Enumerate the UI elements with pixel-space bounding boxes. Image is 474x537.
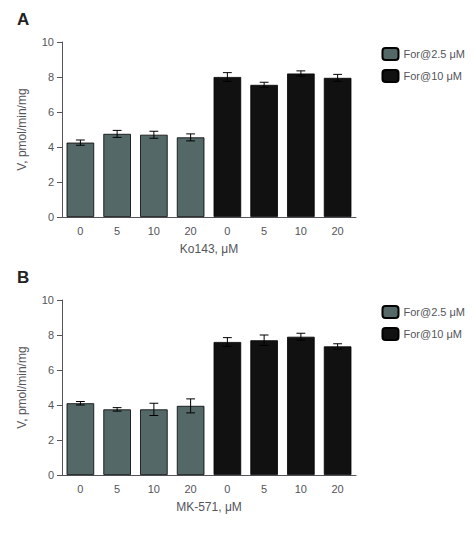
svg-text:Ko143, μM: Ko143, μM: [180, 242, 238, 256]
svg-text:20: 20: [185, 225, 197, 237]
svg-text:0: 0: [77, 483, 83, 495]
svg-text:V, pmol/min/mg: V, pmol/min/mg: [15, 88, 29, 170]
svg-text:6: 6: [48, 364, 54, 376]
svg-text:6: 6: [48, 106, 54, 118]
svg-text:2: 2: [48, 176, 54, 188]
svg-text:0: 0: [48, 211, 54, 223]
svg-text:For@2.5 μM: For@2.5 μM: [403, 48, 465, 60]
svg-text:For@10 μM: For@10 μM: [403, 328, 461, 340]
svg-text:20: 20: [332, 225, 344, 237]
svg-text:0: 0: [77, 225, 83, 237]
svg-text:10: 10: [42, 36, 54, 48]
svg-text:5: 5: [261, 483, 267, 495]
svg-text:V, pmol/min/mg: V, pmol/min/mg: [15, 346, 29, 428]
svg-text:4: 4: [48, 399, 54, 411]
svg-text:0: 0: [224, 483, 230, 495]
svg-text:20: 20: [185, 483, 197, 495]
svg-text:MK-571, μM: MK-571, μM: [176, 500, 242, 514]
svg-text:10: 10: [295, 225, 307, 237]
svg-text:10: 10: [42, 294, 54, 306]
svg-text:For@10 μM: For@10 μM: [403, 70, 461, 82]
svg-text:5: 5: [261, 225, 267, 237]
svg-text:0: 0: [224, 225, 230, 237]
svg-text:2: 2: [48, 434, 54, 446]
svg-text:20: 20: [332, 483, 344, 495]
svg-text:B: B: [17, 268, 29, 287]
svg-text:0: 0: [48, 469, 54, 481]
svg-text:5: 5: [114, 225, 120, 237]
svg-text:5: 5: [114, 483, 120, 495]
svg-text:8: 8: [48, 71, 54, 83]
svg-text:10: 10: [148, 225, 160, 237]
svg-text:A: A: [17, 10, 29, 29]
svg-text:10: 10: [295, 483, 307, 495]
svg-text:10: 10: [148, 483, 160, 495]
svg-text:8: 8: [48, 329, 54, 341]
svg-text:For@2.5 μM: For@2.5 μM: [403, 306, 465, 318]
svg-text:4: 4: [48, 141, 54, 153]
